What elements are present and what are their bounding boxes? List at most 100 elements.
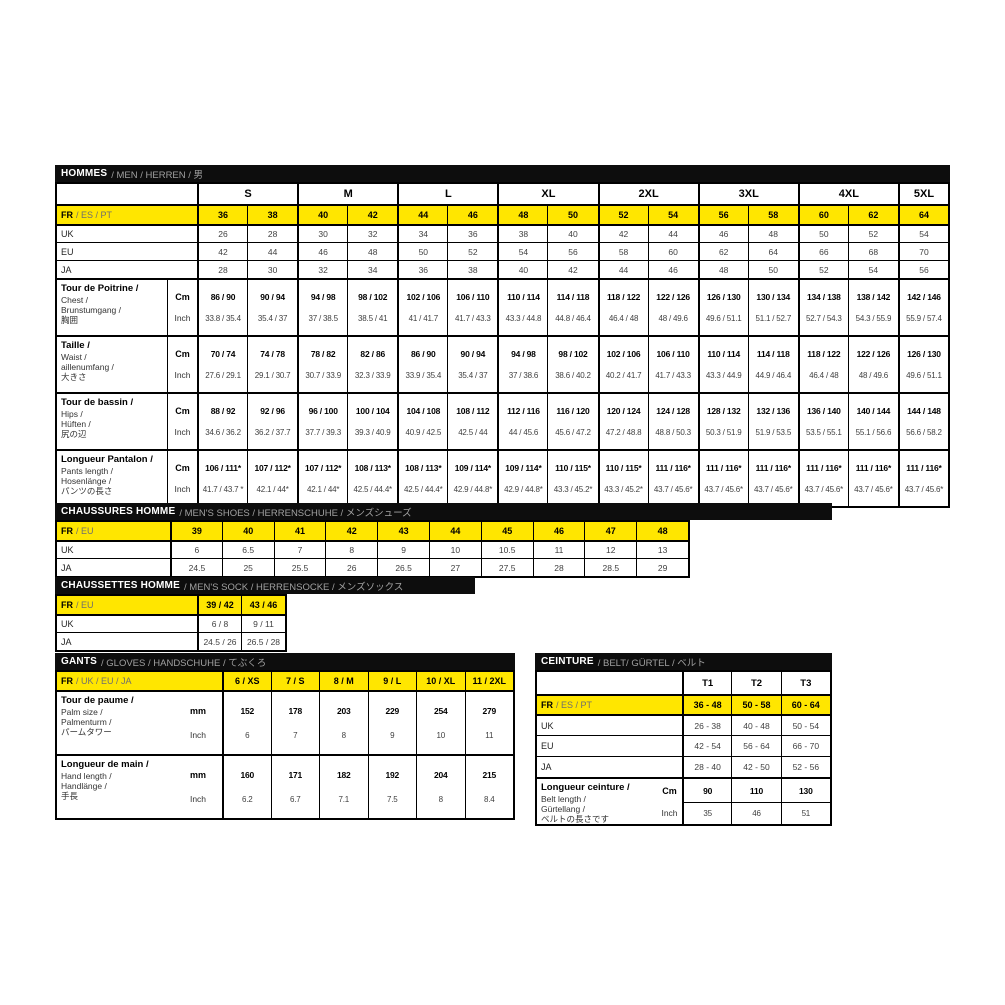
measure-value-cell: 110 / 115* 43.3 / 45.2* bbox=[547, 451, 597, 506]
measure-value-cell: 138 / 142 54.3 / 55.9 bbox=[847, 280, 898, 335]
belt-value: 28 - 40 bbox=[682, 757, 731, 777]
row-label-uk: UK bbox=[61, 229, 74, 239]
gloves-measure-row: Longueur de main / Hand length / Handlänge… bbox=[57, 754, 513, 818]
gloves-fr-label-primary: FR bbox=[61, 676, 73, 686]
measure-value-cell: 86 / 90 33.9 / 35.4 bbox=[397, 337, 447, 392]
gloves-fr-label-rest: / UK / EU / JA bbox=[76, 676, 132, 686]
measure-value-cell: 98 / 102 38.6 / 40.2 bbox=[547, 337, 597, 392]
size-value: 46 bbox=[297, 243, 347, 260]
gloves-section: GANTS / GLOVES / HANDSCHUHE / てぶくろ FR / U… bbox=[55, 653, 515, 820]
size-value: 46 bbox=[647, 261, 698, 278]
socks-title: CHAUSSETTES HOMME bbox=[61, 580, 180, 591]
measure-value-cell: 106 / 110 41.7 / 43.3 bbox=[647, 337, 698, 392]
hommes-sizes-row: S M L XL 2XL 3XL 4XL 5XL bbox=[57, 184, 948, 204]
size-value: 42 bbox=[197, 243, 247, 260]
fr-size-value: 46 bbox=[447, 206, 498, 224]
measure-value-cell: 107 / 112* 42.1 / 44* bbox=[247, 451, 297, 506]
fr-size-value: 56 bbox=[697, 206, 748, 224]
measure-value-cell: 110 / 114 43.3 / 44.9 bbox=[697, 337, 748, 392]
glove-value-cell: 204 8 bbox=[416, 756, 465, 818]
belt-value: 42 - 54 bbox=[682, 736, 731, 756]
belt-fr-label-rest: / ES / PT bbox=[556, 700, 593, 710]
measure-label: Taille / Waist / aillenumfang / 大きさ bbox=[61, 340, 114, 383]
measure-value-cell: 90 / 94 35.4 / 37 bbox=[247, 280, 297, 335]
hommes-measure-row: Tour de bassin / Hips / Hüften / 尻の辺 Cm Inch 8… bbox=[57, 392, 948, 449]
belt-value: 50 - 54 bbox=[780, 716, 830, 735]
hommes-fr-label: FR / ES / PT bbox=[57, 206, 197, 224]
size-value: 66 bbox=[797, 243, 848, 260]
measure-label: Longueur Pantalon / Pants length / Hosenlä… bbox=[61, 454, 153, 497]
size-value: 48 bbox=[697, 261, 748, 278]
measure-label: Tour de Poitrine / Chest / Brunstumgang / 胸… bbox=[61, 283, 139, 326]
size-group-5xl: 5XL bbox=[897, 184, 948, 204]
glove-size-value: 10 / XL bbox=[416, 672, 465, 690]
hommes-measure-row: Taille / Waist / aillenumfang / 大きさ Cm Inch 70… bbox=[57, 335, 948, 392]
size-value: 44 bbox=[597, 261, 648, 278]
fr-size-value: 52 bbox=[597, 206, 648, 224]
row-label-uk: UK bbox=[541, 720, 554, 731]
row-label-eu: EU bbox=[61, 246, 74, 257]
socks-row-ja: JA 24.5 / 26 26.5 / 28 bbox=[57, 632, 285, 650]
shoe-size-value: 39 bbox=[170, 522, 222, 540]
measure-value-cell: 98 / 102 38.5 / 41 bbox=[347, 280, 397, 335]
gloves-fr-label: FR / UK / EU / JA bbox=[57, 672, 222, 690]
measure-value-cell: 102 / 106 40.2 / 41.7 bbox=[597, 337, 648, 392]
belt-fr-row: FR / ES / PT 36 - 48 50 - 58 60 - 64 bbox=[537, 694, 830, 714]
size-value: 52 bbox=[847, 226, 898, 242]
hommes-row-eu: EU 42 44 46 48 50 52 54 56 58 60 62 64 66 68 70 bbox=[57, 242, 948, 260]
shoe-value: 8 bbox=[325, 542, 377, 558]
measure-value-cell: 110 / 114 43.3 / 44.8 bbox=[497, 280, 547, 335]
belt-subtitle: / BELT/ GÜRTEL / ベルト bbox=[597, 657, 706, 669]
gloves-subtitle: / GLOVES / HANDSCHUHE / てぶくろ bbox=[101, 657, 267, 669]
size-value: 28 bbox=[197, 261, 247, 278]
size-value: 32 bbox=[297, 261, 347, 278]
shoe-size-value: 42 bbox=[325, 522, 378, 540]
measure-value-cell: 134 / 138 52.7 / 54.3 bbox=[797, 280, 848, 335]
shoe-value: 10.5 bbox=[480, 542, 533, 558]
gloves-measure-row: Tour de paume / Palm size / Palmenturm / パー… bbox=[57, 690, 513, 754]
size-value: 30 bbox=[247, 261, 297, 278]
size-value: 48 bbox=[747, 226, 798, 242]
measure-value-cell: 111 / 116* 43.7 / 45.6* bbox=[897, 451, 948, 506]
shoes-table: FR / EU 39 40 41 42 43 44 45 46 47 48 UK 6 6.5 7 8 9 10 10.… bbox=[55, 520, 690, 578]
size-value: 60 bbox=[647, 243, 698, 260]
size-group-4xl: 4XL bbox=[797, 184, 898, 204]
unit-cell: Cm Inch bbox=[167, 280, 197, 335]
hommes-subtitle: / MEN / HERREN / 男 bbox=[111, 169, 204, 181]
size-group-2xl: 2XL bbox=[597, 184, 698, 204]
shoe-size-value: 40 bbox=[221, 522, 274, 540]
hommes-row-ja: JA 28 30 32 34 36 38 40 42 44 46 48 50 52 54 56 bbox=[57, 260, 948, 278]
socks-subtitle: / MEN'S SOCK / HERRENSOCKE / メンズソックス bbox=[183, 581, 404, 593]
belt-cm-cell: 130 bbox=[780, 779, 830, 802]
fr-size-value: 50 bbox=[547, 206, 598, 224]
shoe-value: 26 bbox=[325, 559, 377, 576]
measure-value-cell: 116 / 120 45.6 / 47.2 bbox=[547, 394, 597, 449]
socks-fr-label: FR / EU bbox=[57, 596, 197, 614]
measure-value-cell: 114 / 118 44.9 / 46.4 bbox=[747, 337, 798, 392]
size-value: 56 bbox=[547, 243, 597, 260]
size-group-xl: XL bbox=[497, 184, 597, 204]
measure-value-cell: 124 / 128 48.8 / 50.3 bbox=[647, 394, 698, 449]
socks-fr-label-rest: / EU bbox=[76, 600, 94, 610]
shoe-value: 10 bbox=[428, 542, 481, 558]
measure-value-cell: 106 / 111* 41.7 / 43.7 * bbox=[197, 451, 247, 506]
size-value: 58 bbox=[597, 243, 648, 260]
shoes-section: CHAUSSURES HOMME / MEN'S SHOES / HERRENS… bbox=[55, 503, 832, 578]
glove-unit-cell: mm Inch bbox=[189, 770, 207, 804]
size-value: 62 bbox=[697, 243, 748, 260]
unit-cell: Cm Inch bbox=[167, 451, 197, 506]
measure-value-cell: 78 / 82 30.7 / 33.9 bbox=[297, 337, 347, 392]
measure-value-cell: 90 / 94 35.4 / 37 bbox=[447, 337, 497, 392]
measure-value-cell: 114 / 118 44.8 / 46.4 bbox=[547, 280, 597, 335]
belt-header-bar: CEINTURE / BELT/ GÜRTEL / ベルト bbox=[535, 653, 832, 670]
shoe-value: 24.5 bbox=[170, 559, 222, 576]
measure-value-cell: 111 / 116* 43.7 / 45.6* bbox=[647, 451, 698, 506]
shoe-value: 6 bbox=[170, 542, 222, 558]
glove-measure-label: Tour de paume / Palm size / Palmenturm / パー… bbox=[61, 695, 134, 738]
fr-size-value: 36 bbox=[197, 206, 248, 224]
shoes-header-bar: CHAUSSURES HOMME / MEN'S SHOES / HERRENS… bbox=[55, 503, 832, 520]
size-value: 50 bbox=[397, 243, 447, 260]
